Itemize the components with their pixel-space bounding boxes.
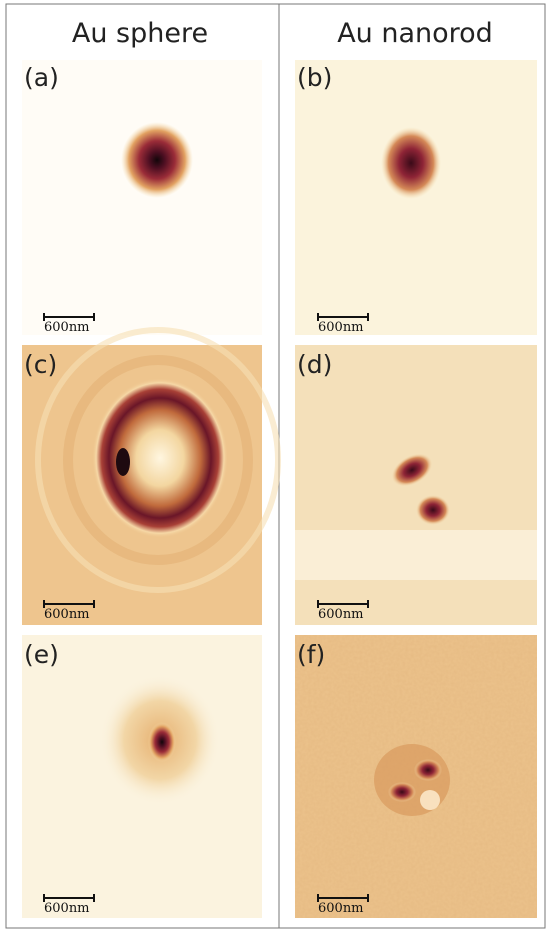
column-header: Au sphere — [72, 18, 208, 49]
image-feature — [420, 790, 440, 810]
panel-label: (a) — [24, 63, 59, 92]
image-feature — [388, 782, 416, 802]
scale-bar-label: 600nm — [318, 320, 364, 335]
image-feature — [414, 759, 442, 781]
panel: (d) — [295, 345, 537, 625]
panel-label: (c) — [24, 350, 57, 379]
image-feature — [92, 378, 228, 538]
image-feature — [121, 122, 193, 198]
image-feature — [374, 744, 450, 816]
scale-bar-label: 600nm — [44, 901, 90, 916]
image-feature — [416, 495, 450, 525]
panel-label: (f) — [297, 640, 325, 669]
panel-image — [22, 60, 262, 335]
image-feature — [381, 127, 441, 199]
panel: (e) — [22, 635, 262, 918]
scale-bar-label: 600nm — [318, 901, 364, 916]
panel-label: (d) — [297, 350, 332, 379]
panel-image — [295, 345, 537, 625]
scale-bar-label: 600nm — [318, 607, 364, 622]
panel-label: (e) — [24, 640, 59, 669]
panel: (b) — [295, 60, 537, 335]
panel-label: (b) — [297, 63, 332, 92]
panel: (f) — [295, 635, 537, 918]
image-feature — [295, 530, 537, 580]
image-feature — [148, 722, 176, 762]
scale-bar-label: 600nm — [44, 320, 90, 335]
scale-bar-label: 600nm — [44, 607, 90, 622]
figure: Au sphere Au nanorod (a) (b) (c) (d) (e) — [0, 0, 551, 932]
panel: (c) — [22, 330, 278, 625]
column-header: Au nanorod — [337, 18, 493, 49]
image-feature — [116, 448, 130, 476]
panel: (a) — [22, 60, 262, 335]
